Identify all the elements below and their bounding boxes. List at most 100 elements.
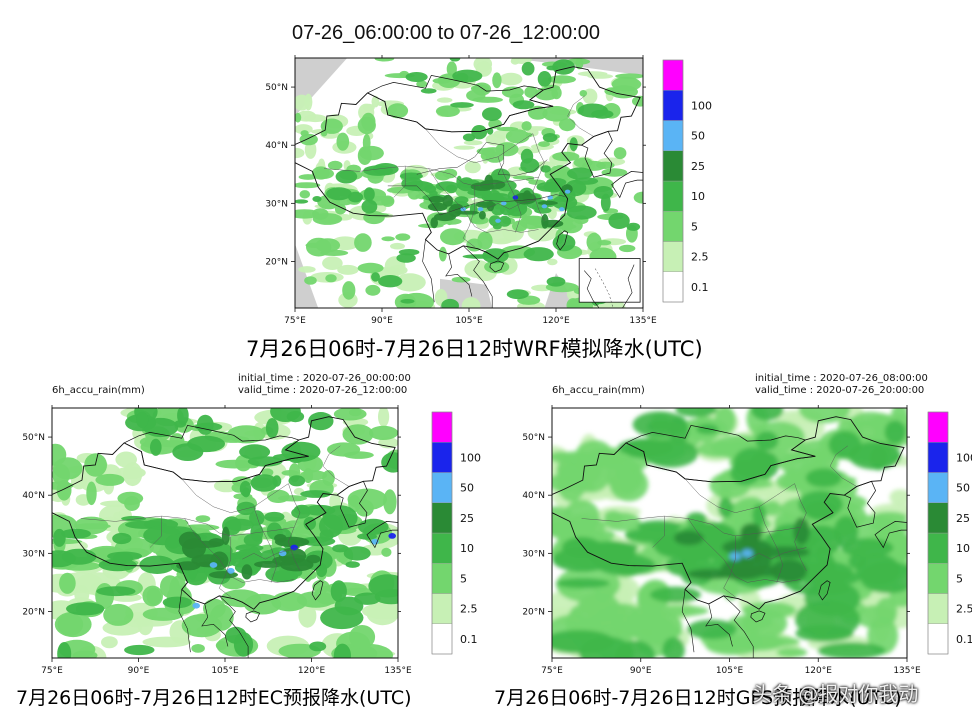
province-border [684,478,795,513]
rain-cell [501,86,524,98]
rain-cell [520,148,534,164]
wrf-caption: 7月26日06时-7月26日12时WRF模拟降水(UTC) [246,337,703,361]
rain-cell [481,193,504,202]
rain-field [295,58,643,308]
rain-cell [463,140,483,146]
rain-cell [281,470,299,476]
rain-cell [142,585,163,607]
colorbar-label: 0.1 [691,281,709,294]
rain-cell [751,408,784,421]
coastline [580,130,613,178]
rain-cell [191,644,205,653]
rain-cell [677,548,717,561]
rain-cell [729,635,800,648]
rain-cell [804,580,861,616]
y-tick-label: 20°N [265,257,288,267]
rain-cell [357,262,384,274]
rain-cell [442,194,453,207]
rain-cell [192,602,200,609]
rain-cell [489,215,501,227]
rain-cell [564,189,571,194]
rain-cell [221,526,230,545]
rain-cell [394,273,426,292]
rain-cell [139,555,175,574]
colorbar-frame [927,411,949,655]
y-tick-label: 30°N [265,199,288,209]
rain-cell [330,580,347,603]
rain-cell [56,479,72,501]
rain-cell [817,642,886,658]
rain-cell [361,112,376,131]
rain-cell [115,451,137,468]
rain-cell [720,558,759,580]
rain-cell [274,534,287,543]
rain-cell [381,547,392,557]
rain-cell [770,559,808,583]
rain-cell [535,161,556,169]
scs-inset-coast [583,270,600,308]
rain-cell [399,292,434,308]
x-tick-label: 135°E [893,666,921,676]
map-area [52,408,398,658]
x-tick-label: 135°E [629,316,657,326]
rain-cell [290,544,299,551]
rain-cell [714,408,736,435]
rain-cell [855,605,897,629]
rain-cell [265,418,279,439]
rain-cell [396,253,416,263]
rain-cell [332,544,349,553]
province-border [497,156,522,233]
rain-cell [374,58,395,62]
rain-cell [479,179,506,190]
colorbar-label: 50 [460,482,474,495]
coastline [750,610,766,623]
province-border [451,174,539,187]
rain-cell [499,72,523,86]
rain-cell [619,244,636,253]
rain-cell [381,195,395,207]
rain-cell [381,236,395,242]
rain-cell [543,181,564,193]
colorbar-label: 2.5 [691,251,709,264]
rain-cell [319,514,343,538]
y-tick-label: 20°N [22,607,45,617]
rain-cell [891,408,907,420]
rain-cell [552,630,615,654]
rain-cell [59,572,76,594]
rain-cell [420,88,437,94]
coastline [874,521,907,549]
rain-cell [884,420,906,444]
rain-cell [312,196,322,202]
rain-cell [298,603,317,628]
colorbar-segment [431,563,453,594]
map-area [295,58,643,308]
x-tick-label: 105°E [716,666,744,676]
gfs-panel: 75°E 90°E 105°E 120°E 135°E 20°N 30°N 40°N 50°N 0… [500,400,972,685]
rain-cell [387,103,409,119]
province-border [149,516,162,548]
colorbar-segment [662,59,684,91]
rain-cell [521,121,532,131]
rain-cell [451,276,471,283]
rain-cell [333,643,351,658]
rain-cell [492,72,502,89]
rain-cell [446,61,457,77]
rain-cell [336,132,350,151]
rain-cell [687,619,737,640]
rain-cell [496,126,519,132]
province-border [486,197,545,210]
y-tick-label: 40°N [522,491,545,501]
rain-cell [541,204,548,209]
rain-cell [215,640,227,650]
rain-cell [477,207,484,212]
colorbar-segment [927,532,949,564]
rain-cell [300,490,331,498]
rain-cell [615,640,656,658]
neighbor-border [445,253,473,297]
rain-cell [461,297,481,308]
domain-mask-nw [295,58,348,117]
rain-cell [495,142,519,157]
province-border [463,209,539,233]
rain-cell [575,58,584,70]
x-tick-label: 75°E [41,666,63,676]
